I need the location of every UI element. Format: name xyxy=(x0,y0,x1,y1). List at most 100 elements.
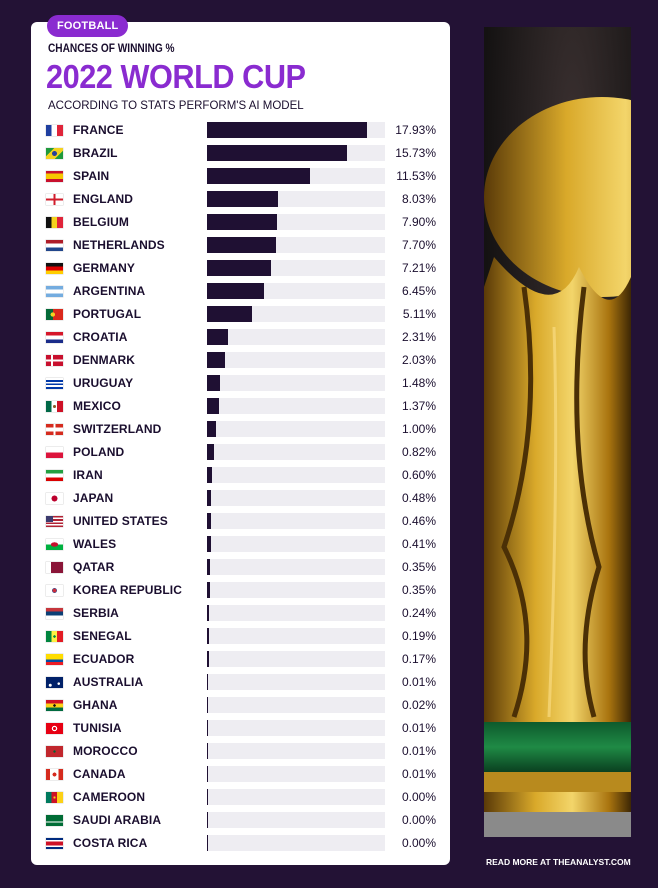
country-label: ECUADOR xyxy=(73,652,135,666)
bar xyxy=(207,237,276,253)
bar-track xyxy=(207,490,385,506)
bar-track xyxy=(207,605,385,621)
value-label: 0.01% xyxy=(401,767,436,781)
country-label: CAMEROON xyxy=(73,790,146,804)
value-label: 7.90% xyxy=(401,215,436,229)
country-label: WALES xyxy=(73,537,117,551)
country-label: AUSTRALIA xyxy=(73,675,144,689)
flag-netherlands-icon xyxy=(46,240,63,251)
chart-row: GHANA 0.02% xyxy=(0,694,450,717)
bar xyxy=(207,766,209,782)
value-label: 0.17% xyxy=(401,652,436,666)
chart-row: QATAR 0.35% xyxy=(0,556,450,579)
country-label: BELGIUM xyxy=(73,215,130,229)
value-label: 11.53% xyxy=(396,169,436,183)
value-label: 17.93% xyxy=(395,123,436,137)
bar-track xyxy=(207,628,385,644)
flag-senegal-icon xyxy=(46,631,63,642)
bar xyxy=(207,720,209,736)
flag-portugal-icon xyxy=(46,309,63,320)
bar xyxy=(207,306,253,322)
country-label: PORTUGAL xyxy=(73,307,142,321)
bar-track xyxy=(207,812,385,828)
flag-mexico-icon xyxy=(46,401,63,412)
bar xyxy=(207,605,210,621)
value-label: 0.60% xyxy=(401,468,436,482)
category-tag[interactable]: FOOTBALL xyxy=(47,15,129,37)
flag-cameroon-icon xyxy=(46,792,63,803)
chart-row: CROATIA 2.31% xyxy=(0,326,450,349)
bar-track xyxy=(207,375,385,391)
flag-england-icon xyxy=(46,194,63,205)
bar xyxy=(207,789,209,805)
chart-row: TUNISIA 0.01% xyxy=(0,717,450,740)
value-label: 0.00% xyxy=(401,813,436,827)
country-label: JAPAN xyxy=(73,491,114,505)
chart-row: WALES 0.41% xyxy=(0,533,450,556)
bar xyxy=(207,168,310,184)
value-label: 5.11% xyxy=(402,307,436,321)
bar-track xyxy=(207,651,385,667)
flag-morocco-icon xyxy=(46,746,63,757)
bar-track xyxy=(207,444,385,460)
bar-track xyxy=(207,674,385,690)
bar xyxy=(207,513,212,529)
value-label: 1.37% xyxy=(401,399,436,413)
flag-korea-republic-icon xyxy=(46,585,63,596)
flag-iran-icon xyxy=(46,470,63,481)
chart-row: SPAIN 11.53% xyxy=(0,165,450,188)
country-label: SAUDI ARABIA xyxy=(73,813,162,827)
flag-japan-icon xyxy=(46,493,63,504)
bar-track xyxy=(207,720,385,736)
bar xyxy=(207,375,221,391)
flag-australia-icon xyxy=(46,677,63,688)
flag-france-icon xyxy=(46,125,63,136)
flag-united-states-icon xyxy=(46,516,63,527)
chart-row: URUGUAY 1.48% xyxy=(0,372,450,395)
chart-row: CANADA 0.01% xyxy=(0,763,450,786)
chart-row: FRANCE 17.93% xyxy=(0,119,450,142)
bar xyxy=(207,559,211,575)
bar xyxy=(207,628,209,644)
bar-track xyxy=(207,421,385,437)
flag-poland-icon xyxy=(46,447,63,458)
value-label: 7.21% xyxy=(401,261,436,275)
read-more-credit[interactable]: READ MORE AT THEANALYST.COM xyxy=(486,857,631,867)
bar-track xyxy=(207,582,385,598)
bar xyxy=(207,697,209,713)
value-label: 0.48% xyxy=(401,491,436,505)
value-label: 0.01% xyxy=(401,744,436,758)
flag-uruguay-icon xyxy=(46,378,63,389)
bar-track xyxy=(207,789,385,805)
chart-row: COSTA RICA 0.00% xyxy=(0,832,450,855)
chart-row: NETHERLANDS 7.70% xyxy=(0,234,450,257)
flag-denmark-icon xyxy=(46,355,63,366)
flag-tunisia-icon xyxy=(46,723,63,734)
bar xyxy=(207,260,272,276)
bar-track xyxy=(207,766,385,782)
country-label: SPAIN xyxy=(73,169,110,183)
flag-saudi-arabia-icon xyxy=(46,815,63,826)
chart-row: ENGLAND 8.03% xyxy=(0,188,450,211)
chart-row: SENEGAL 0.19% xyxy=(0,625,450,648)
country-label: NETHERLANDS xyxy=(73,238,165,252)
flag-qatar-icon xyxy=(46,562,63,573)
bar xyxy=(207,490,212,506)
chart-row: BELGIUM 7.90% xyxy=(0,211,450,234)
chart-row: SERBIA 0.24% xyxy=(0,602,450,625)
bar xyxy=(207,421,216,437)
value-label: 0.41% xyxy=(401,537,436,551)
bar xyxy=(207,191,279,207)
country-label: QATAR xyxy=(73,560,115,574)
bar xyxy=(207,145,347,161)
value-label: 0.24% xyxy=(401,606,436,620)
country-label: CROATIA xyxy=(73,330,128,344)
chart-row: MEXICO 1.37% xyxy=(0,395,450,418)
country-label: URUGUAY xyxy=(73,376,134,390)
flag-switzerland-icon xyxy=(46,424,63,435)
bar xyxy=(207,398,220,414)
flag-costa-rica-icon xyxy=(46,838,63,849)
country-label: ENGLAND xyxy=(73,192,134,206)
chart-row: POLAND 0.82% xyxy=(0,441,450,464)
bar xyxy=(207,651,209,667)
